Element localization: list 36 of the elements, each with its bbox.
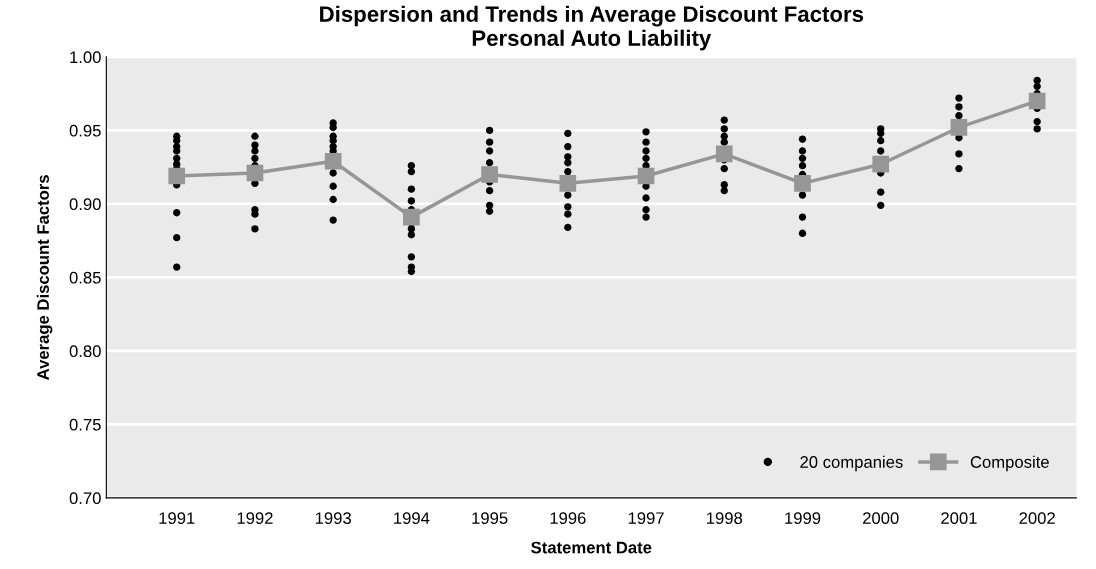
y-tick-label: 0.95 [69, 124, 101, 137]
x-tick-label: 1991 [159, 512, 195, 525]
point [1028, 92, 1046, 110]
point [559, 174, 577, 192]
point [403, 208, 420, 226]
point [246, 164, 264, 182]
x-tick-label: 1998 [707, 512, 743, 525]
x-tick-label: 1997 [628, 512, 664, 525]
y-axis-title: Average Discount Factors [36, 175, 53, 380]
x-tick-label: 1995 [472, 512, 508, 525]
point [715, 145, 733, 163]
point [168, 167, 186, 185]
y-tick-label: 0.70 [69, 492, 101, 505]
point [481, 166, 498, 183]
point [950, 119, 968, 136]
x-tick-label: 1994 [394, 512, 430, 525]
x-tick-label: 1999 [785, 512, 821, 525]
x-tick-label: 1992 [237, 512, 273, 525]
y-tick-label: 0.80 [69, 345, 101, 358]
point [637, 167, 655, 185]
legend-label: 20 companies [800, 455, 903, 472]
y-tick-label: 1.00 [70, 51, 101, 64]
x-axis-title: Statement Date [531, 541, 652, 554]
x-tick-label: 2000 [863, 512, 899, 525]
y-tick-label: 0.75 [69, 418, 101, 431]
y-tick-label: 0.90 [69, 198, 101, 211]
point [794, 174, 811, 192]
legend-label: Composite [970, 455, 1049, 472]
point [324, 152, 342, 170]
point [872, 155, 890, 173]
x-tick-label: 2002 [1019, 512, 1055, 525]
chart-title: Dispersion and Trends in Average Discount Factors Personal Auto Liability [320, 5, 864, 51]
x-tick-label: 2001 [941, 512, 977, 525]
x-tick-label: 1996 [550, 512, 586, 525]
x-tick-label: 1993 [315, 512, 351, 525]
y-tick-label: 0.85 [69, 271, 101, 284]
